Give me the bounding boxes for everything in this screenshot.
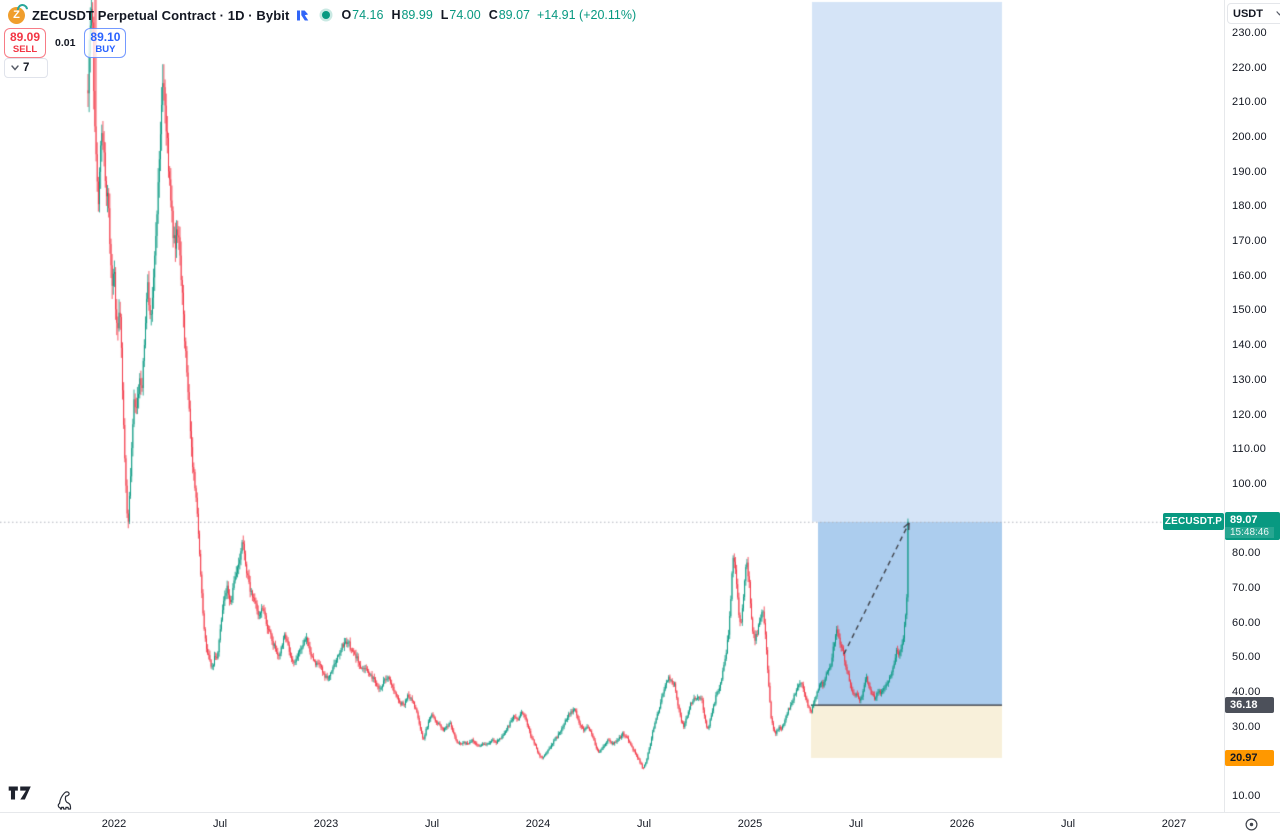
coin-letter: Z — [13, 9, 20, 21]
price-tick-label: 110.00 — [1232, 443, 1267, 456]
time-tick-label: Jul — [424, 818, 440, 830]
ohlc-values: O74.16 H89.99 L74.00 C89.07 — [341, 8, 530, 22]
price-tick-label: 230.00 — [1232, 27, 1267, 39]
ohlc-item: L74.00 — [440, 8, 481, 22]
time-tick-label: Jul — [1060, 818, 1076, 830]
buy-button[interactable]: 89.10 BUY — [84, 28, 127, 58]
price-tick-label: 70.00 — [1232, 581, 1261, 594]
current-price-value: 89.07 — [1225, 512, 1280, 528]
price-tick-label: 170.00 — [1232, 235, 1267, 248]
price-tick-label: 80.00 — [1232, 547, 1261, 560]
time-tick-label: 2027 — [1161, 818, 1187, 830]
chevron-down-icon — [11, 65, 19, 71]
level-price-label-gray: 36.18 — [1225, 697, 1274, 714]
price-tick-label: 210.00 — [1232, 96, 1267, 109]
current-price-label: 89.07 15:48:46 — [1225, 512, 1280, 541]
price-tick-label: 150.00 — [1232, 304, 1267, 317]
price-tick-label: 180.00 — [1232, 200, 1267, 213]
time-tick-label: 2026 — [949, 818, 975, 830]
price-scale[interactable] — [1224, 0, 1280, 812]
time-tick-label: Jul — [212, 818, 228, 830]
symbol-title[interactable]: ZECUSDT Perpetual Contract · 1D · Bybit — [32, 7, 290, 23]
order-panel: 89.09 SELL 0.01 89.10 BUY — [4, 28, 127, 58]
price-tick-label: 160.00 — [1232, 269, 1267, 282]
time-tick-label: Jul — [636, 818, 652, 830]
level-price-label-orange: 20.97 — [1225, 749, 1274, 766]
sell-label: SELL — [12, 44, 38, 55]
dinosaur-doodle-icon — [57, 791, 72, 810]
zec-coin-icon: Z — [8, 6, 25, 24]
price-tick-label: 220.00 — [1232, 61, 1267, 74]
sell-price: 89.09 — [9, 30, 41, 44]
price-tick-label: 50.00 — [1232, 651, 1261, 664]
market-open-dot-icon[interactable] — [322, 11, 331, 19]
time-tick-label: 2025 — [737, 818, 763, 830]
ohlc-item: H89.99 — [391, 8, 433, 22]
ohlc-item: O74.16 — [341, 8, 384, 22]
spread-value: 0.01 — [55, 37, 76, 49]
time-tick-label: 2023 — [313, 818, 339, 830]
time-tick-label: 2024 — [525, 818, 551, 830]
time-scale[interactable] — [0, 812, 1280, 835]
price-scale-currency-toggle[interactable]: USDT — [1227, 3, 1280, 24]
price-tick-label: 30.00 — [1232, 720, 1261, 733]
tradingview-logo[interactable] — [8, 786, 32, 800]
price-change: +14.91 (+20.11%) — [537, 8, 637, 22]
footer-logos — [8, 786, 78, 813]
current-price-symbol-tag: ZECUSDT.P — [1163, 513, 1224, 531]
currency-label: USDT — [1233, 7, 1263, 20]
chart-legend: Z ZECUSDT Perpetual Contract · 1D · Bybi… — [8, 5, 636, 25]
buy-price: 89.10 — [90, 30, 121, 44]
price-tick-label: 200.00 — [1232, 131, 1267, 143]
price-tick-label: 140.00 — [1232, 339, 1267, 352]
time-tick-label: 2022 — [101, 818, 127, 830]
price-tick-label: 190.00 — [1232, 165, 1267, 178]
price-tick-label: 60.00 — [1232, 616, 1261, 629]
price-tick-label: 40.00 — [1232, 685, 1261, 698]
realtime-target-icon[interactable] — [1244, 817, 1259, 835]
sell-button[interactable]: 89.09 SELL — [4, 28, 46, 58]
price-tick-label: 10.00 — [1232, 790, 1261, 802]
price-tick-label: 130.00 — [1232, 373, 1267, 386]
time-tick-label: Jul — [848, 818, 864, 830]
price-tick-label: 120.00 — [1232, 408, 1267, 421]
chevron-down-icon — [1276, 11, 1280, 16]
object-tree-count: 7 — [23, 62, 30, 74]
price-tick-label: 100.00 — [1232, 477, 1267, 490]
bar-countdown: 15:48:46 — [1225, 527, 1274, 539]
ohlc-item: C89.07 — [488, 8, 530, 22]
buy-label: BUY — [95, 44, 116, 55]
object-tree-toggle[interactable]: 7 — [4, 58, 48, 78]
bybit-exchange-icon — [297, 10, 309, 20]
